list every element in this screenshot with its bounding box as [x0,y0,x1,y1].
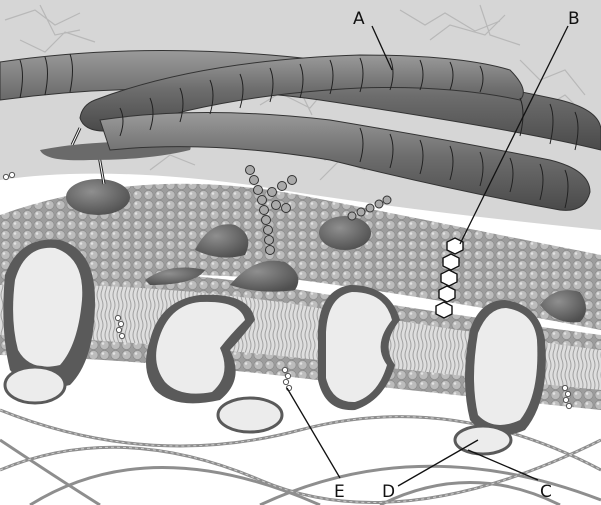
lipid-bilayer-tails [0,279,601,395]
channel-protein-1 [3,239,95,405]
channel-protein-3 [318,285,400,411]
leader-d [397,439,479,487]
glycolipid-chain [435,237,464,319]
transmembrane-proteins [3,239,546,456]
glycoprotein-base [230,260,299,292]
fiber-middle [79,54,524,132]
leader-b [459,25,569,245]
surface-protein-2 [195,224,249,258]
carbohydrate-chain-right [347,195,392,221]
leader-lines [286,25,569,487]
label-d: D [382,482,395,502]
surface-protein-3 [145,267,205,285]
label-c: C [540,482,552,502]
surface-protein-4 [319,216,371,250]
channel-protein-4 [453,300,546,456]
label-b: B [568,9,580,29]
surface-proteins [66,179,586,323]
channel-protein-2 [146,294,284,434]
leader-c [467,449,539,481]
label-e: E [334,482,345,502]
leader-a [371,25,393,71]
cholesterol-molecules [2,171,573,410]
leader-e [286,387,341,479]
extracellular-fibers [0,50,601,211]
fiber-lower [99,112,591,211]
label-a: A [353,9,365,29]
surface-protein-5 [540,290,586,323]
carbohydrate-chain-glycoprotein [245,165,297,255]
peripheral-protein-d [453,424,513,456]
surface-protein-1 [66,179,130,215]
